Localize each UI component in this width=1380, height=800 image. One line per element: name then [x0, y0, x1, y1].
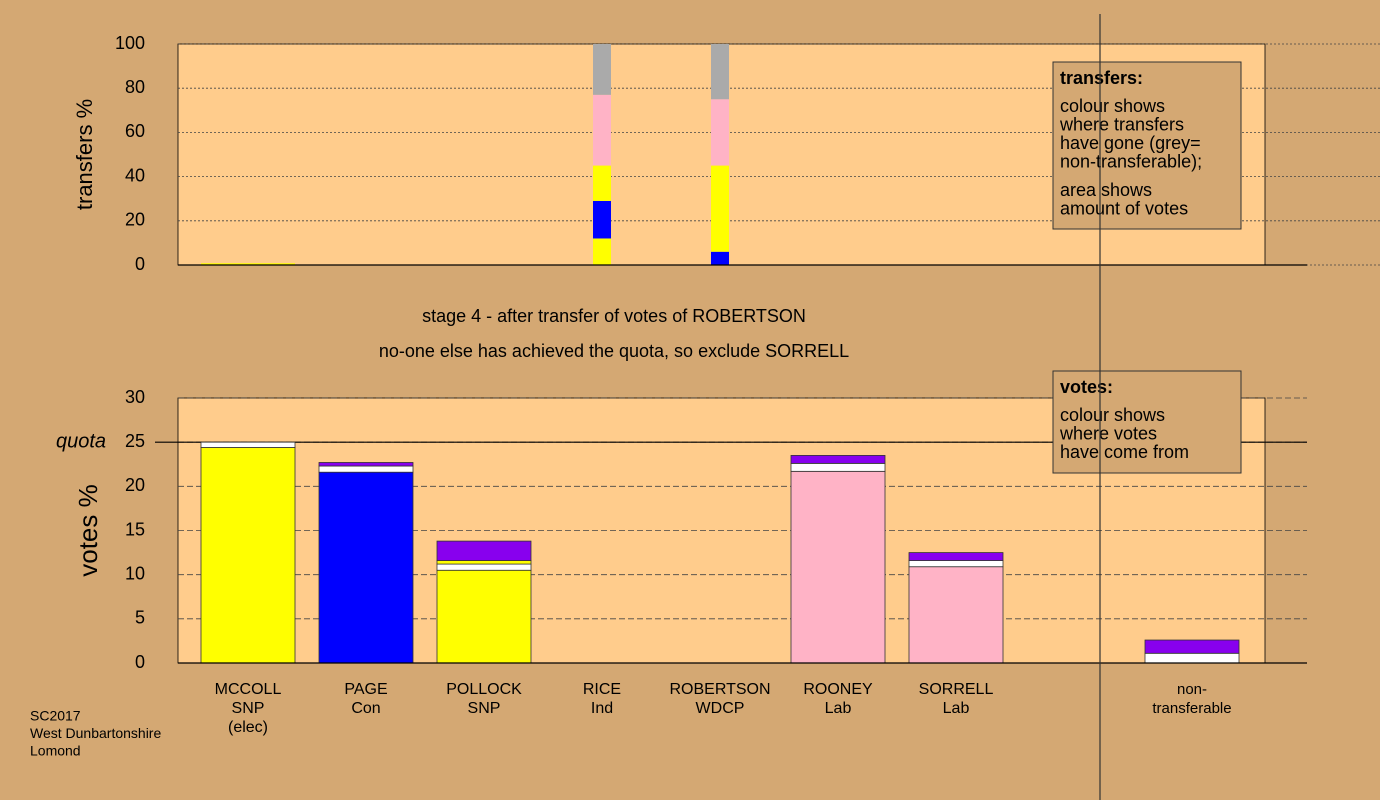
chart-title: stage 4 - after transfer of votes of ROB…	[422, 306, 806, 326]
x-tick-label: POLLOCK	[446, 681, 522, 698]
bar-segment	[593, 94, 611, 166]
legend-box	[1052, 370, 1242, 474]
bar-segment	[593, 200, 611, 239]
y-tick-label: 15	[125, 519, 145, 539]
x-tick-label: SORRELL	[919, 681, 994, 698]
y-tick-label: 0	[135, 652, 145, 672]
bar-segment	[200, 441, 296, 448]
legend-text: have gone (grey=	[1060, 133, 1201, 153]
bar-segment	[318, 462, 414, 467]
y-tick-label: 10	[125, 563, 145, 583]
bar-segment	[436, 560, 532, 565]
bar-segment	[318, 465, 414, 473]
bar-segment	[593, 165, 611, 201]
y-tick-label: 20	[125, 210, 145, 230]
legend-text: colour shows	[1060, 405, 1165, 425]
bar-segment	[908, 566, 1004, 664]
quota-label: quota	[56, 430, 106, 452]
chart-title: no-one else has achieved the quota, so e…	[379, 341, 849, 361]
bar-segment	[1144, 639, 1240, 654]
legend-text: amount of votes	[1060, 198, 1188, 218]
legend-text: have come from	[1060, 442, 1189, 462]
bar-segment	[711, 251, 729, 265]
legend-text: where transfers	[1059, 114, 1184, 134]
x-tick-label: Con	[351, 700, 380, 717]
bar-segment	[711, 44, 729, 100]
legend-box	[1052, 61, 1242, 230]
bar-segment	[711, 99, 729, 166]
x-tick-label: Lab	[943, 700, 970, 717]
x-tick-label: SNP	[232, 700, 265, 717]
legend-text: colour shows	[1060, 96, 1165, 116]
x-tick-label: (elec)	[228, 719, 268, 736]
legend-title: transfers:	[1060, 68, 1143, 88]
y-tick-label: 0	[135, 254, 145, 274]
y-tick-label: 20	[125, 475, 145, 495]
bar-segment	[593, 238, 611, 265]
x-tick-label: SNP	[468, 700, 501, 717]
x-tick-label: WDCP	[696, 700, 745, 717]
x-tick-label: MCCOLL	[215, 681, 282, 698]
x-tick-label: non-	[1177, 681, 1207, 698]
y-tick-label: 5	[135, 608, 145, 628]
x-tick-label: Ind	[591, 700, 613, 717]
bar-segment	[201, 263, 295, 265]
footer-text: Lomond	[30, 743, 81, 759]
x-tick-label: RICE	[583, 681, 621, 698]
y-tick-label: 25	[125, 431, 145, 451]
y-tick-label: 80	[125, 77, 145, 97]
bar-segment	[908, 560, 1004, 568]
y-tick-label: 30	[125, 387, 145, 407]
bar-segment	[711, 165, 729, 252]
legend-text: where votes	[1059, 423, 1157, 443]
x-tick-label: ROBERTSON	[669, 681, 770, 698]
bar-segment	[1144, 652, 1240, 664]
bar-segment	[593, 44, 611, 95]
bar-segment	[200, 447, 296, 664]
y-tick-label: 100	[115, 33, 145, 53]
bar-segment	[790, 462, 886, 472]
bar-segment	[436, 563, 532, 571]
x-tick-label: Lab	[825, 700, 852, 717]
bar-segment	[790, 470, 886, 664]
y-tick-label: 40	[125, 165, 145, 185]
y-axis-label: transfers %	[72, 99, 97, 210]
bar-segment	[790, 455, 886, 464]
legend-text: area shows	[1060, 180, 1152, 200]
bar-segment	[436, 569, 532, 664]
footer-text: SC2017	[30, 708, 81, 724]
bar-segment	[318, 471, 414, 664]
x-tick-label: PAGE	[344, 681, 387, 698]
footer-text: West Dunbartonshire	[30, 725, 161, 741]
y-tick-label: 60	[125, 121, 145, 141]
legend-text: non-transferable);	[1060, 151, 1202, 171]
legend-title: votes:	[1060, 377, 1113, 397]
bar-segment	[436, 540, 532, 561]
y-axis-label: votes %	[73, 484, 103, 577]
bar-segment	[908, 552, 1004, 561]
x-tick-label: ROONEY	[803, 681, 873, 698]
x-tick-label: transferable	[1152, 700, 1231, 717]
